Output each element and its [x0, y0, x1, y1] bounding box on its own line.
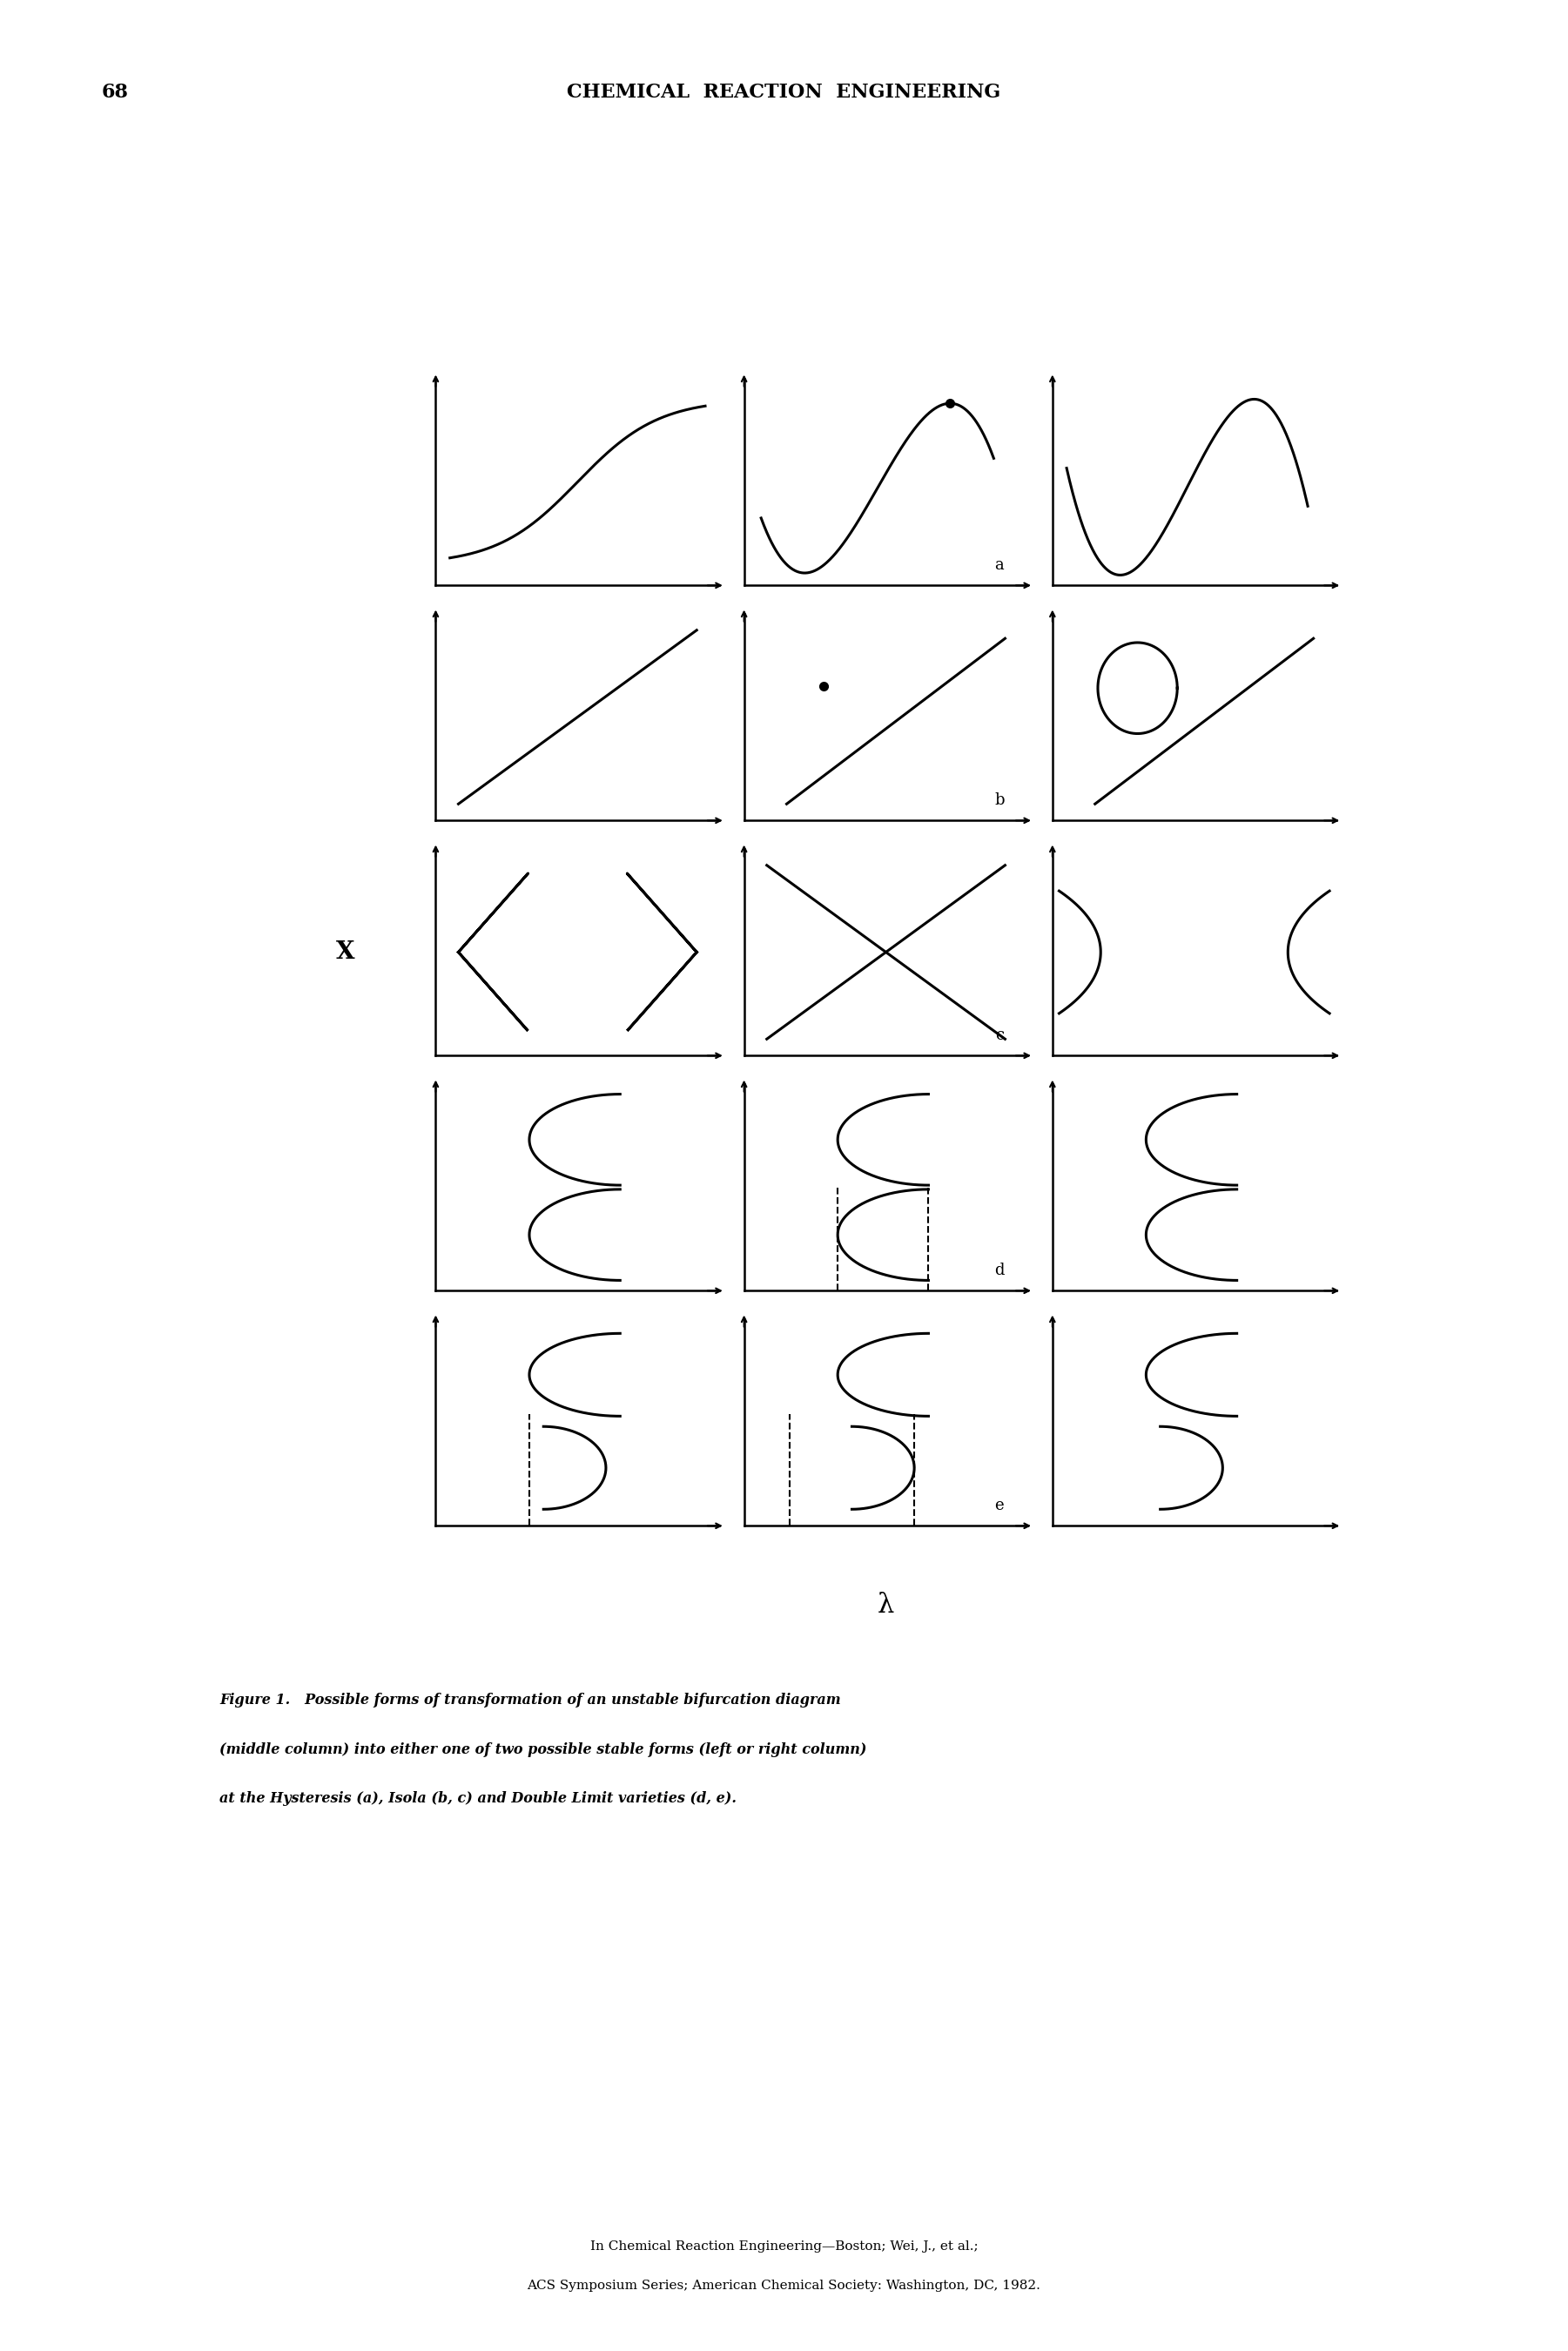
- Text: ACS Symposium Series; American Chemical Society: Washington, DC, 1982.: ACS Symposium Series; American Chemical …: [527, 2280, 1041, 2292]
- Text: c: c: [996, 1027, 1004, 1044]
- Text: λ: λ: [878, 1592, 894, 1617]
- Text: a: a: [994, 557, 1004, 574]
- Text: at the Hysteresis (a), Isola (b, c) and Double Limit varieties (d, e).: at the Hysteresis (a), Isola (b, c) and …: [220, 1791, 737, 1806]
- Text: X: X: [336, 940, 354, 964]
- Text: Figure 1.   Possible forms of transformation of an unstable bifurcation diagram: Figure 1. Possible forms of transformati…: [220, 1693, 840, 1707]
- Text: e: e: [994, 1498, 1004, 1514]
- Text: 68: 68: [102, 82, 129, 101]
- Text: CHEMICAL  REACTION  ENGINEERING: CHEMICAL REACTION ENGINEERING: [568, 82, 1000, 101]
- Text: d: d: [994, 1262, 1005, 1279]
- Text: b: b: [994, 792, 1005, 809]
- Text: In Chemical Reaction Engineering—Boston; Wei, J., et al.;: In Chemical Reaction Engineering—Boston;…: [590, 2241, 978, 2252]
- Text: (middle column) into either one of two possible stable forms (left or right colu: (middle column) into either one of two p…: [220, 1742, 867, 1756]
